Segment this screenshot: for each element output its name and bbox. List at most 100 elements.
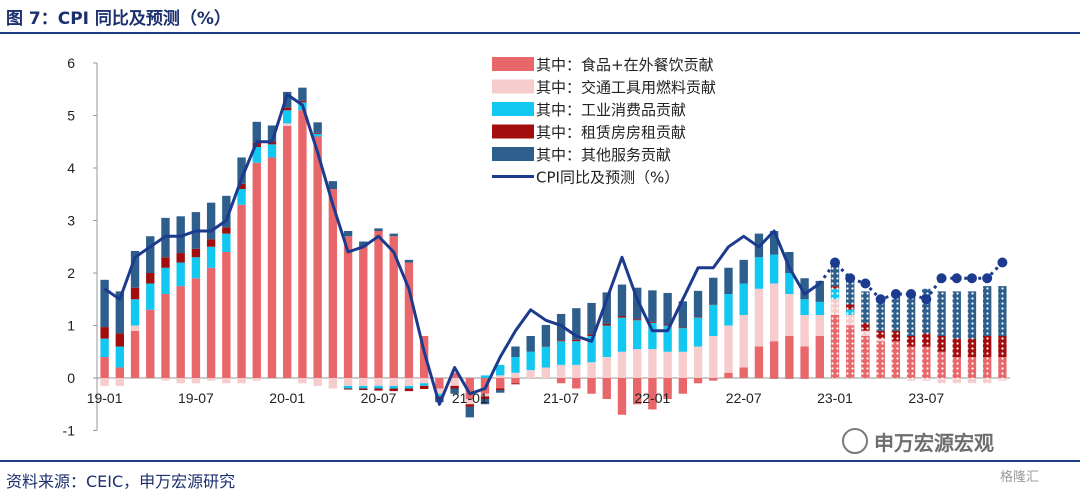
bar-segment (709, 304, 718, 336)
bar-segment (465, 404, 474, 407)
bar-segment (906, 336, 916, 347)
bar-segment (191, 378, 201, 384)
bar-segment (648, 290, 657, 322)
bar-segment (830, 288, 840, 300)
x-tick-label: 22-01 (635, 390, 671, 406)
bar-segment (709, 303, 718, 305)
bar-segment (374, 231, 383, 378)
bar-segment (846, 309, 855, 315)
bar-segment (328, 378, 338, 389)
bar-segment (176, 216, 185, 254)
x-tick-label: 23-01 (817, 390, 853, 406)
bar-segment (922, 288, 931, 334)
legend-label: 其中：工业消费品贡献 (536, 101, 686, 119)
bar-segment (526, 370, 535, 378)
bar-segment (267, 125, 277, 142)
bar-segment (161, 378, 170, 381)
bar-segment (937, 351, 946, 378)
bar-segment (359, 385, 368, 389)
bar-segment (724, 267, 733, 294)
bar-segment (526, 351, 535, 371)
bar-segment (237, 204, 246, 378)
cpi-chart: -1 0 1 2 3 4 5 6 19-01 19-07 20-01 20-07 21-01 21-07 2… (63, 55, 1010, 439)
bar-segment (693, 317, 703, 347)
bar-segment (191, 257, 201, 279)
bar-segment (450, 372, 459, 378)
y-tick-label: 1 (67, 318, 75, 334)
bar-segment (648, 378, 657, 410)
bar-segment (496, 364, 505, 376)
bar-segment (206, 239, 216, 247)
bar-segment (906, 346, 916, 378)
bar-segment (769, 378, 779, 379)
bar-segment (785, 378, 794, 379)
legend-label: 其中：其他服务贡献 (536, 146, 671, 164)
x-tick-label: 23-07 (908, 390, 944, 406)
bar-segment (678, 327, 688, 329)
bar-segment (450, 378, 459, 386)
bar-segment (709, 336, 718, 378)
bar-segment (206, 378, 216, 381)
x-tick-label: 19-07 (178, 390, 214, 406)
x-tick-label: 19-01 (87, 390, 123, 406)
bar-segment (663, 292, 672, 325)
bar-segment (313, 378, 322, 386)
bar-segment (556, 364, 566, 378)
watermark: 申万宏源宏观 (842, 427, 994, 456)
bar-segment (617, 351, 627, 378)
bar-segment (982, 378, 992, 384)
bar-segment (937, 336, 946, 352)
bar-segment (815, 280, 824, 302)
bar-segment (830, 315, 840, 378)
bar-segment (602, 325, 611, 357)
bar-segment (785, 273, 794, 294)
corner-watermark: 格隆汇 (1000, 470, 1040, 485)
bar-segment (496, 375, 505, 378)
bar-segment (115, 346, 125, 368)
bar-segment (967, 338, 977, 357)
bar-segment (693, 317, 703, 318)
bar-segment (602, 357, 611, 378)
bar-segment (830, 259, 840, 287)
bar-segment (298, 100, 307, 103)
bar-segment (435, 388, 444, 394)
bar-segment (450, 388, 459, 394)
bar-segment (115, 333, 125, 347)
bar-segment (313, 136, 322, 378)
bar-segment (343, 385, 353, 389)
bar-segment (724, 325, 733, 373)
cpi-forecast-point (936, 273, 947, 284)
bar-segment (952, 378, 961, 384)
bar-segment (100, 357, 109, 378)
cpi-forecast-point (890, 289, 901, 299)
bar-segment (633, 320, 642, 350)
bar-segment (572, 308, 581, 340)
bar-segment (846, 278, 855, 305)
x-tick-label: 21-07 (543, 390, 579, 406)
bar-segment (435, 396, 444, 400)
bar-segment (815, 315, 824, 336)
bar-segment (237, 189, 246, 205)
page-title: 图 7：CPI 同比及预测（%） (6, 9, 231, 29)
bar-segment (815, 336, 824, 378)
bar-segment (617, 317, 627, 352)
bar-segment (404, 378, 414, 386)
bar-segment (100, 338, 109, 357)
bar-segment (769, 341, 779, 378)
y-tick-label: 5 (67, 108, 75, 124)
bar-segment (678, 328, 688, 352)
bar-segment (450, 385, 459, 389)
cpi-forecast-point (951, 273, 962, 284)
bar-segment (556, 340, 566, 342)
bar-segment (252, 147, 261, 163)
bar-segment (343, 378, 353, 386)
bar-segment (739, 259, 748, 284)
bar-segment (876, 338, 885, 342)
bar-segment (815, 301, 824, 315)
cpi-forecast-point (921, 294, 932, 305)
bar-segment (648, 349, 657, 378)
bar-segment (800, 315, 809, 347)
y-tick-label: 3 (67, 213, 75, 229)
bar-segment (435, 393, 444, 397)
bar-segment (130, 325, 140, 331)
